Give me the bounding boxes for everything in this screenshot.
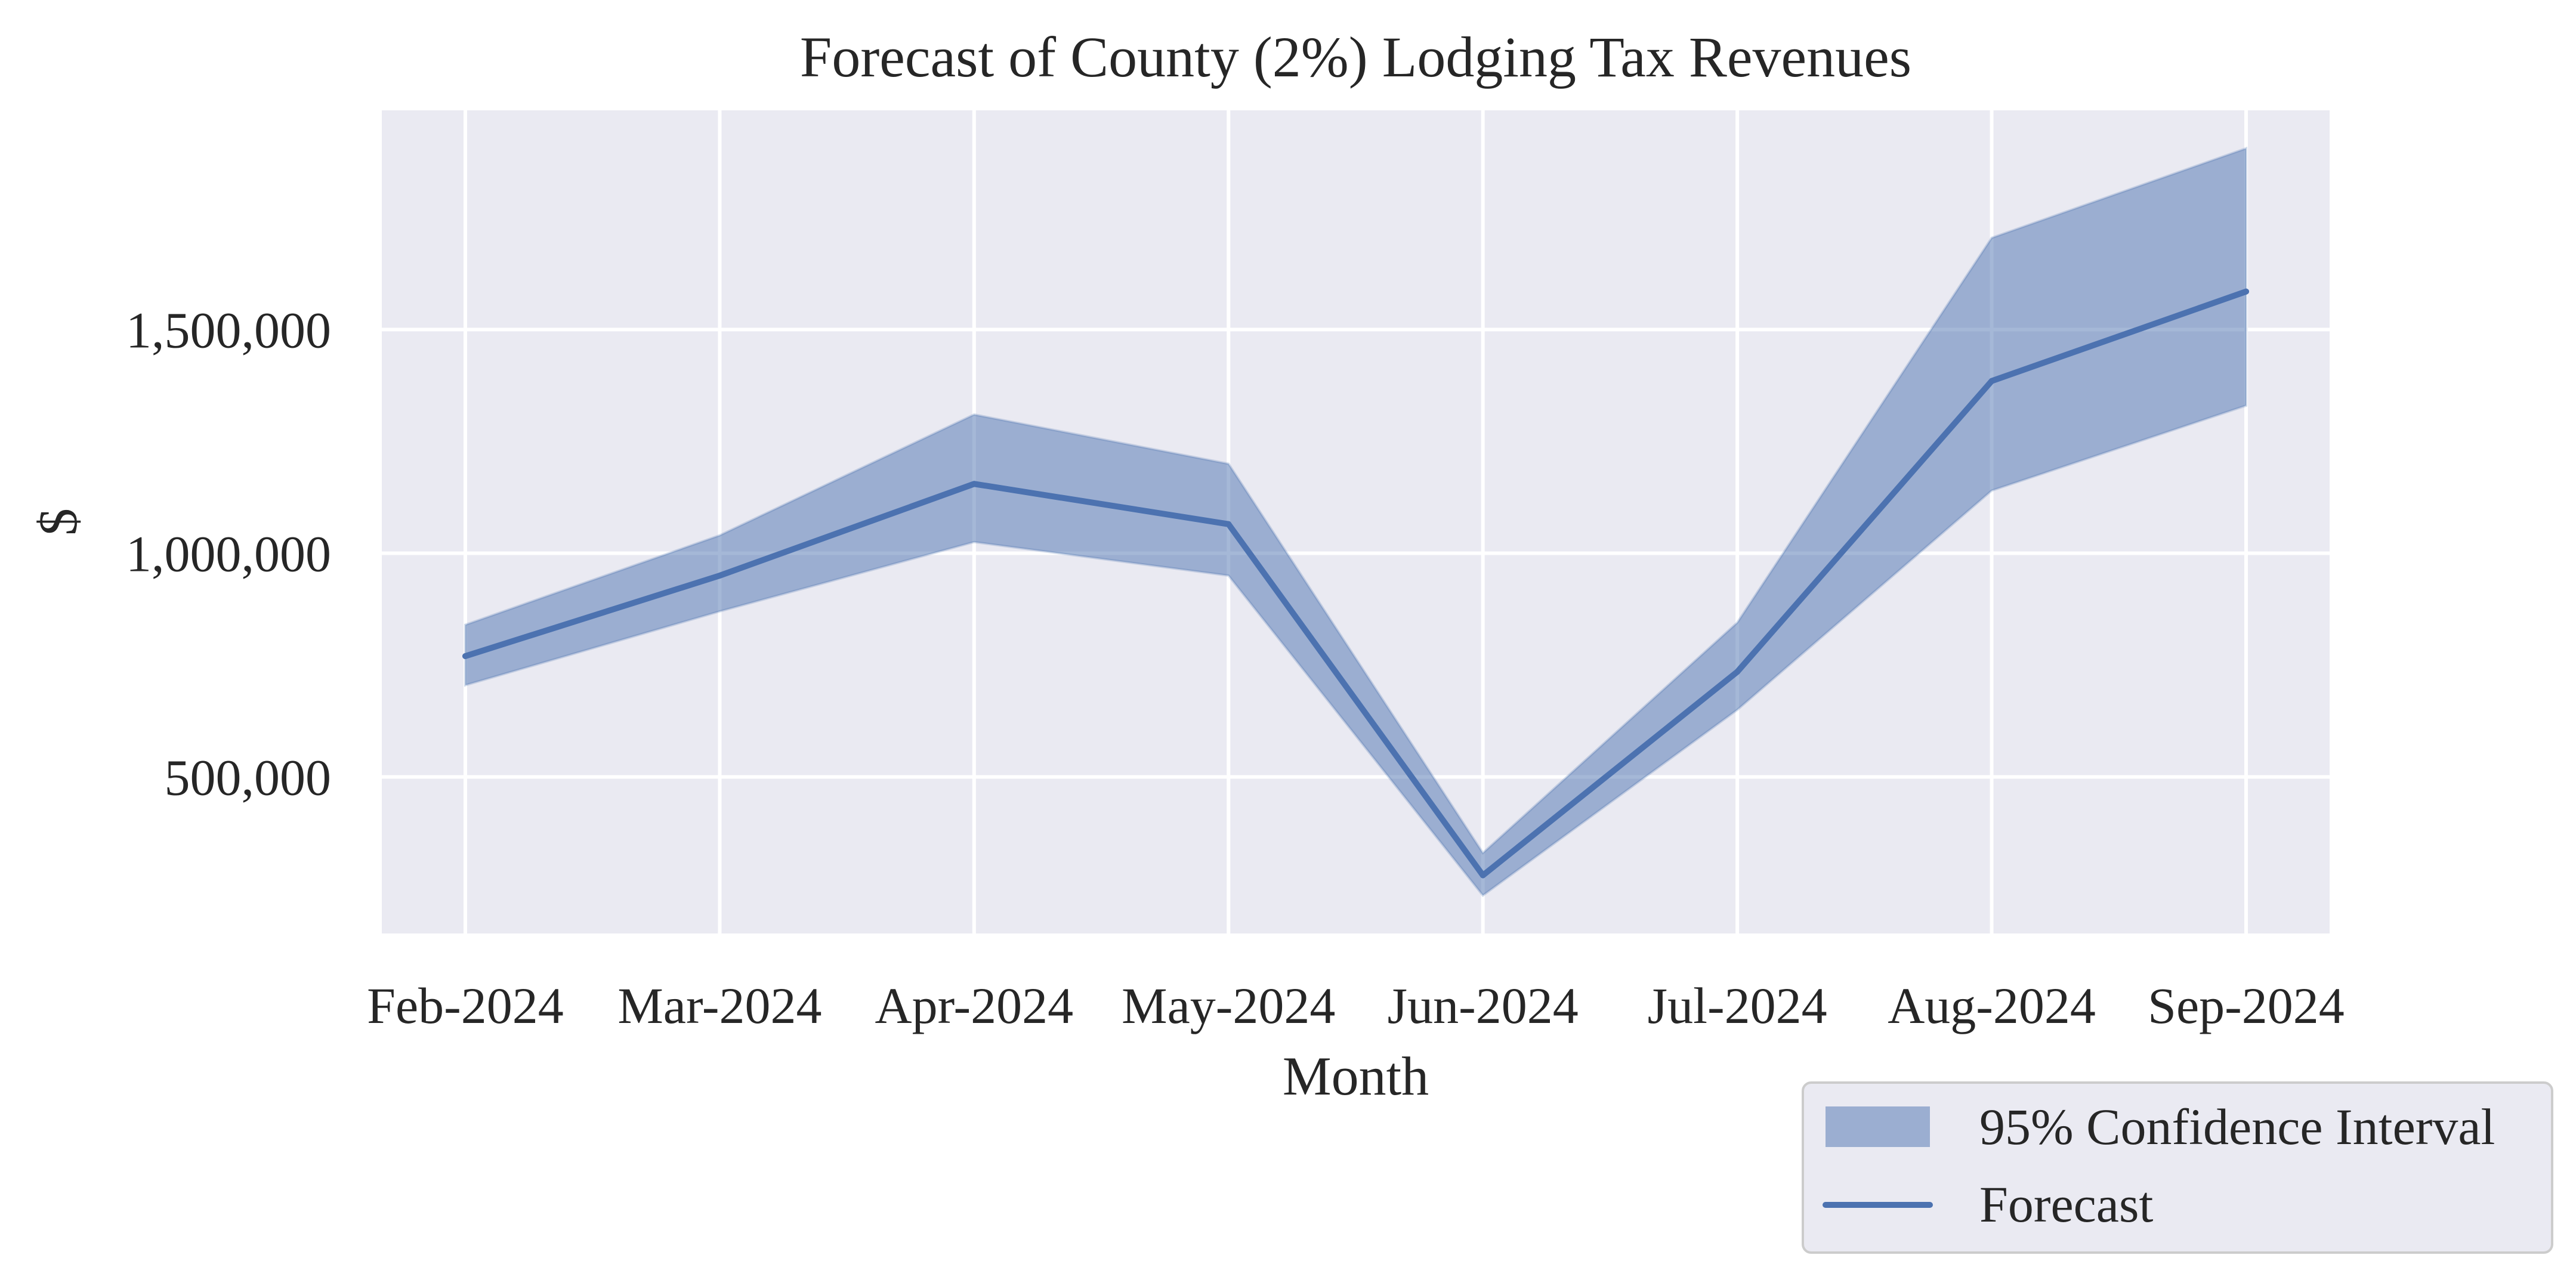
legend-frame [1802,1081,2553,1254]
forecast-point-aug-2024 [1988,378,1995,384]
x-tick-label: Jun-2024 [1388,977,1579,1034]
x-tick-label: Jul-2024 [1648,977,1827,1034]
forecast-point-jul-2024 [1734,669,1741,675]
legend-entry-forecast: Forecast [1979,1176,2153,1233]
x-tick-label: May-2024 [1122,977,1335,1034]
legend-band-swatch [1826,1106,1930,1147]
x-tick-label: Mar-2024 [617,977,821,1034]
y-axis-label: $ [27,508,88,536]
x-axis-ticks: Feb-2024 Mar-2024 Apr-2024 May-2024 Jun-2024… [367,977,2345,1034]
forecast-point-jun-2024 [1479,872,1486,879]
forecast-point-mar-2024 [716,573,723,579]
legend: 95% Confidence Interval Forecast [1802,1081,2553,1254]
x-axis-label: Month [1283,1046,1429,1106]
x-tick-label: Aug-2024 [1888,977,2096,1034]
x-tick-label: Feb-2024 [367,977,564,1034]
forecast-point-apr-2024 [971,481,977,487]
x-tick-label: Sep-2024 [2148,977,2345,1034]
legend-entry-confidence-interval: 95% Confidence Interval [1979,1098,2495,1155]
y-tick-label: 1,500,000 [126,302,331,359]
forecast-point-may-2024 [1225,521,1232,527]
forecast-line [462,288,2249,879]
x-tick-label: Apr-2024 [875,977,1074,1034]
forecast-point-feb-2024 [462,653,468,659]
forecast-point-sep-2024 [2243,288,2249,295]
y-tick-label: 1,000,000 [126,525,331,583]
y-tick-label: 500,000 [165,749,332,806]
forecast-points [462,288,2249,879]
chart-title: Forecast of County (2%) Lodging Tax Reve… [800,25,1911,89]
y-axis-ticks: 500,000 1,000,000 1,500,000 [126,302,331,806]
confidence-interval-band [464,146,2247,897]
